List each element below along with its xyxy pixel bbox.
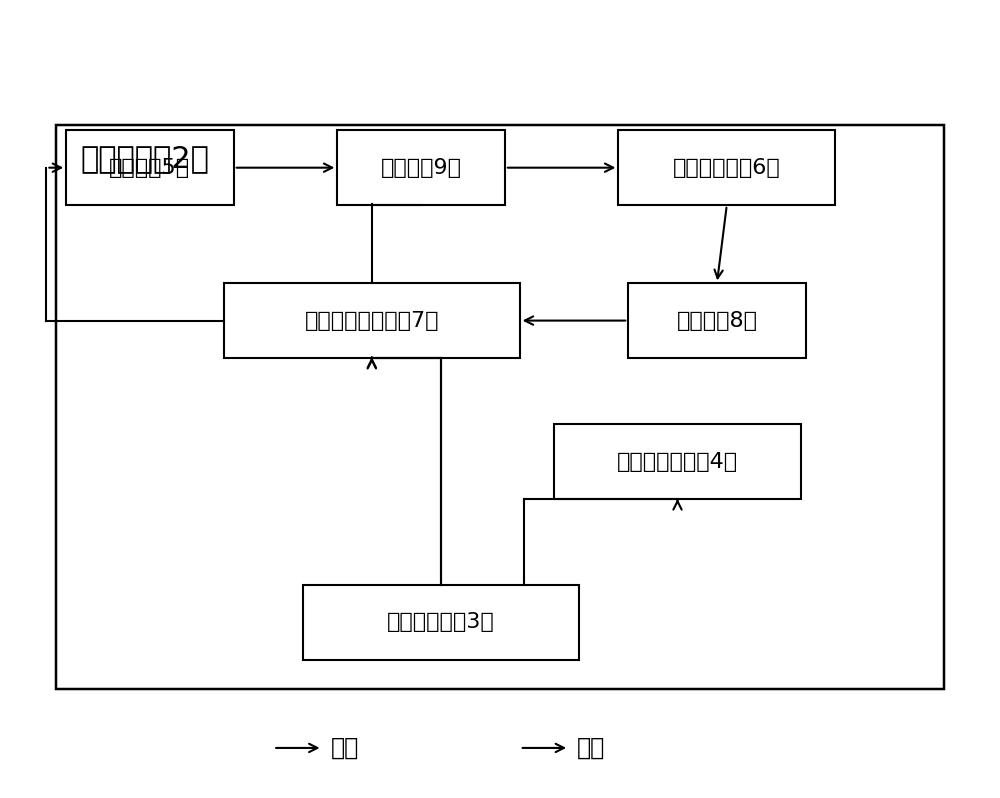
Text: 细菌回收池（6）: 细菌回收池（6） <box>673 158 781 178</box>
Bar <box>618 130 835 205</box>
Text: 电梯控制板（3）: 电梯控制板（3） <box>387 613 495 633</box>
Text: 抽风机（5）: 抽风机（5） <box>109 158 190 178</box>
Bar <box>628 283 806 358</box>
Bar <box>337 130 505 205</box>
Bar <box>554 425 801 499</box>
Text: 活性炭除味装置（7）: 活性炭除味装置（7） <box>305 310 439 330</box>
Bar <box>224 283 520 358</box>
Text: 干燥层（8）: 干燥层（8） <box>676 310 757 330</box>
Text: 气路: 气路 <box>330 736 359 760</box>
Bar <box>66 130 234 205</box>
Bar <box>303 585 579 660</box>
Text: 单向阀（9）: 单向阀（9） <box>381 158 462 178</box>
Text: 紫外线杀菌灯（4）: 紫外线杀菌灯（4） <box>617 452 738 472</box>
Bar <box>56 124 944 689</box>
Text: 电路: 电路 <box>577 736 605 760</box>
Text: 杀菌装置（2）: 杀菌装置（2） <box>81 144 210 173</box>
